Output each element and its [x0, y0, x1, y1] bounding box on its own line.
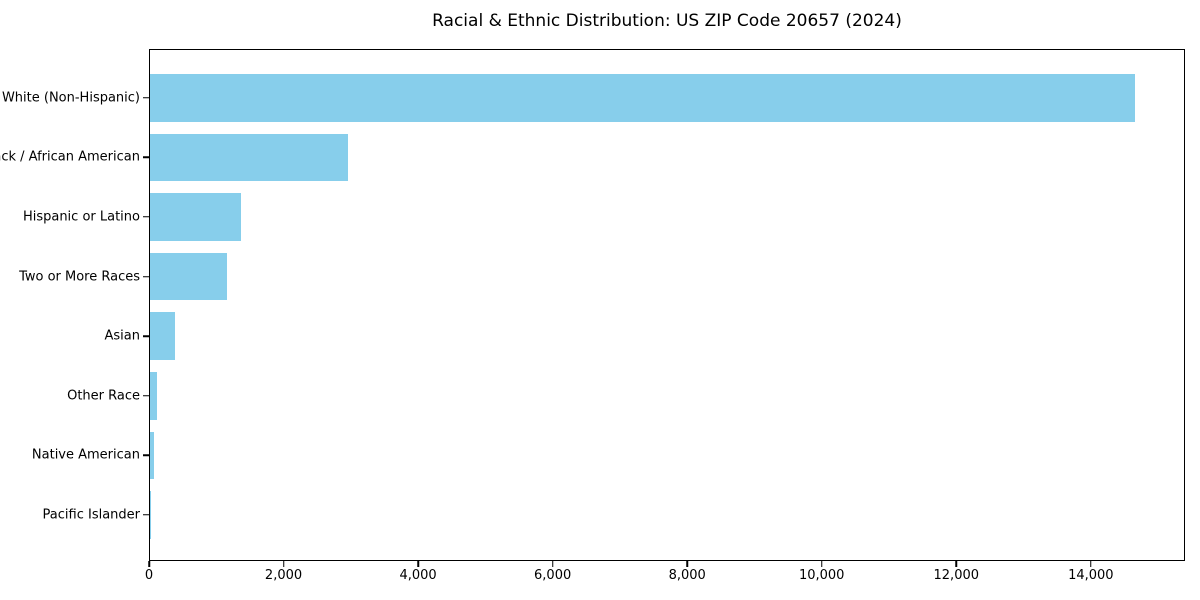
bar — [150, 312, 175, 361]
chart-title: Racial & Ethnic Distribution: US ZIP Cod… — [432, 11, 902, 31]
bar-row: White (Non-Hispanic) — [2, 68, 1184, 128]
x-tick-label: 4,000 — [399, 568, 437, 583]
x-axis: 0 2,000 4,000 6,000 8,000 10,000 12,000 14,000 — [145, 561, 1185, 591]
bar — [150, 252, 228, 301]
y-tick-mark — [143, 275, 149, 278]
bar-row: Black / African American — [0, 128, 1184, 188]
bar — [150, 193, 241, 241]
category-label: Other Race — [67, 388, 140, 404]
category-label: Asian — [104, 328, 140, 344]
plot-area: White (Non-Hispanic) Black / African Amer… — [0, 49, 1185, 561]
x-tick-mark — [686, 561, 688, 567]
y-tick-mark — [143, 454, 149, 457]
bars-container: White (Non-Hispanic) Black / African Amer… — [0, 50, 1184, 560]
y-tick-mark — [143, 335, 149, 337]
bar-row: Asian — [105, 306, 1184, 366]
x-tick-mark — [148, 561, 150, 567]
x-tick-label: 6,000 — [534, 568, 572, 583]
x-tick-label: 12,000 — [933, 568, 980, 583]
x-tick-mark — [551, 561, 554, 567]
bar — [150, 133, 349, 182]
x-tick-label: 8,000 — [668, 568, 706, 583]
x-tick-label: 10,000 — [798, 568, 845, 583]
y-tick-mark — [143, 216, 149, 218]
bar — [150, 431, 154, 480]
x-tick-mark — [1090, 561, 1092, 567]
x-tick-mark — [282, 561, 285, 567]
category-label: Native American — [31, 447, 140, 463]
bar-row: Native American — [32, 426, 1184, 486]
bar — [150, 74, 1135, 122]
bar — [150, 371, 157, 420]
x-tick-label: 14,000 — [1068, 568, 1114, 583]
y-tick-mark — [143, 97, 149, 99]
category-label: Black / African American — [0, 149, 140, 165]
x-tick-mark — [955, 561, 958, 567]
bar-row: Two or More Races — [19, 247, 1184, 307]
bar-row: Other Race — [67, 366, 1184, 426]
y-tick-mark — [143, 395, 149, 397]
x-tick-label: 2,000 — [264, 568, 303, 583]
category-label: Two or More Races — [19, 269, 140, 285]
x-tick-label: 0 — [144, 568, 154, 583]
x-tick-mark — [417, 561, 419, 567]
category-label: White (Non-Hispanic) — [1, 90, 140, 106]
y-tick-mark — [143, 514, 149, 516]
category-label: Hispanic or Latino — [22, 209, 140, 225]
y-tick-mark — [143, 156, 149, 159]
bar-row: Pacific Islander — [43, 485, 1184, 545]
x-tick-mark — [820, 561, 823, 567]
category-label: Pacific Islander — [42, 507, 140, 523]
bar-row: Hispanic or Latino — [23, 187, 1184, 247]
